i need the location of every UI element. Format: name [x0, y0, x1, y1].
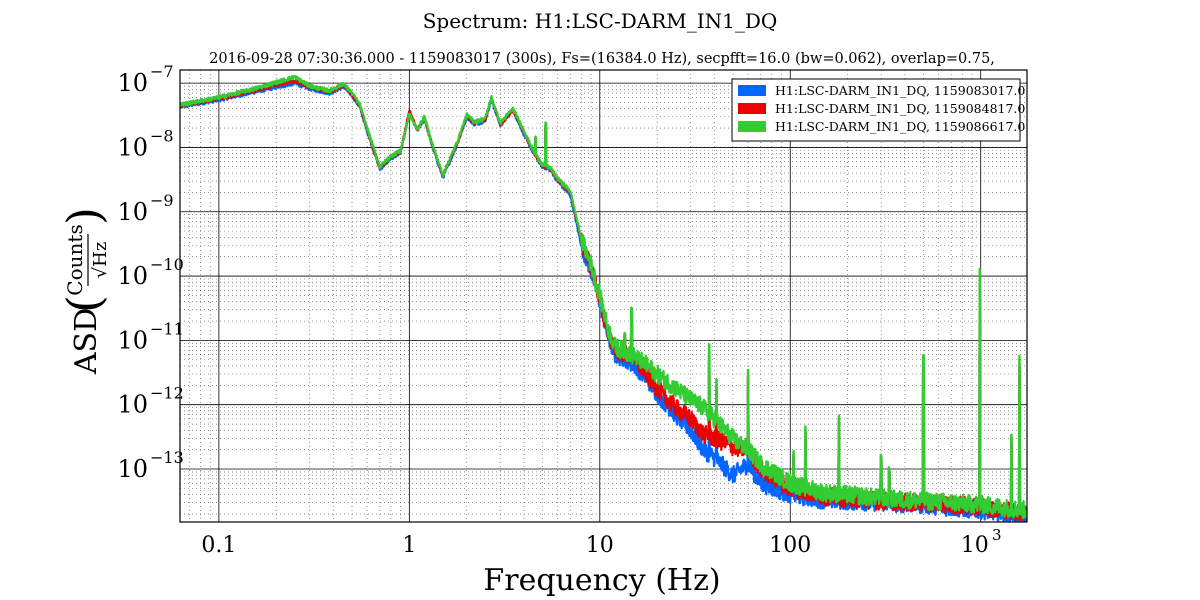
x-tick-labels: 0.1 1 10 100 10 3	[201, 526, 1001, 558]
series-group	[180, 74, 1027, 522]
y-tick-exponent: −7	[150, 62, 174, 81]
legend-swatch-1	[738, 85, 766, 96]
chart-subtitle: 2016-09-28 07:30:36.000 - 1159083017 (30…	[209, 51, 995, 67]
x-tick-label: 100	[769, 533, 811, 558]
y-axis-label-paren-right: )	[57, 207, 111, 225]
x-tick-label: 0.1	[201, 533, 236, 558]
y-axis-label-denominator: √Hz	[90, 242, 111, 279]
legend-label-3: H1:LSC-DARM_IN1_DQ, 1159086617.0	[775, 119, 1025, 134]
legend-swatch-2	[738, 103, 766, 114]
x-tick-exponent: 3	[992, 526, 1002, 544]
y-tick-label: 10	[117, 391, 148, 419]
y-tick-label: 10	[117, 133, 148, 161]
y-tick-exponent: −12	[150, 384, 184, 403]
y-tick-label: 10	[117, 455, 148, 483]
legend-label-2: H1:LSC-DARM_IN1_DQ, 1159084817.0	[775, 101, 1025, 116]
y-tick-exponent: −9	[150, 191, 174, 210]
x-axis-label: Frequency (Hz)	[483, 563, 720, 598]
legend-label-1: H1:LSC-DARM_IN1_DQ, 1159083017.0	[775, 83, 1025, 98]
y-axis-label-paren-left: (	[57, 295, 111, 313]
y-tick-exponent: −11	[150, 319, 184, 338]
y-tick-exponent: −8	[150, 126, 174, 145]
x-tick-label: 10	[961, 533, 989, 558]
y-tick-label: 10	[117, 198, 148, 226]
y-tick-label: 10	[117, 326, 148, 354]
x-tick-label: 1	[402, 533, 416, 558]
y-tick-exponent: −13	[150, 448, 184, 467]
legend-swatch-3	[738, 121, 766, 132]
legend: H1:LSC-DARM_IN1_DQ, 1159083017.0 H1:LSC-…	[731, 78, 1025, 142]
y-axis-label: ASD ( Counts √Hz )	[57, 207, 111, 375]
y-axis-label-prefix: ASD	[69, 308, 104, 375]
series-line-2	[180, 78, 1027, 522]
y-tick-exponent: −10	[150, 255, 184, 274]
y-axis-label-numerator: Counts	[63, 224, 87, 295]
y-tick-label: 10	[117, 262, 148, 290]
chart-title: Spectrum: H1:LSC-DARM_IN1_DQ	[423, 9, 778, 33]
legend-box	[731, 78, 1021, 142]
plot-frame	[179, 69, 1028, 523]
y-tick-label: 10	[117, 69, 148, 97]
x-tick-label: 10	[586, 533, 614, 558]
series-line-3	[180, 74, 1027, 520]
